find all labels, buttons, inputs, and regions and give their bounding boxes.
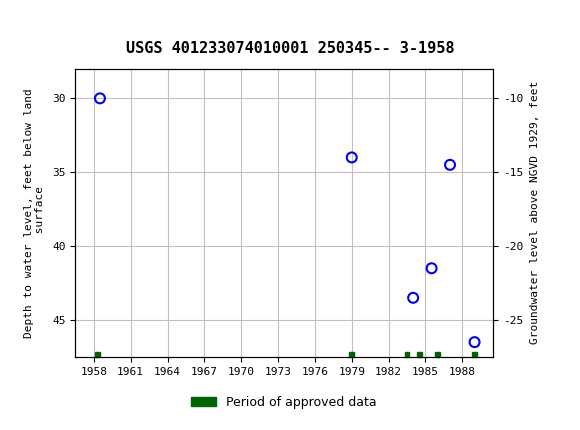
Point: [408, 295, 418, 301]
Point: [427, 265, 436, 272]
Text: ≡USGS: ≡USGS: [9, 16, 96, 36]
Bar: [417, 352, 422, 357]
Bar: [435, 352, 440, 357]
Bar: [95, 352, 100, 357]
Point: [95, 95, 104, 102]
Y-axis label: Groundwater level above NGVD 1929, feet: Groundwater level above NGVD 1929, feet: [530, 81, 540, 344]
Bar: [472, 352, 477, 357]
Y-axis label: Depth to water level, feet below land
 surface: Depth to water level, feet below land su…: [24, 88, 45, 338]
Point: [470, 339, 479, 346]
Bar: [405, 352, 409, 357]
Point: [445, 161, 455, 168]
Point: [347, 154, 356, 161]
Legend: Period of approved data: Period of approved data: [186, 391, 382, 414]
Text: USGS 401233074010001 250345-- 3-1958: USGS 401233074010001 250345-- 3-1958: [126, 41, 454, 56]
Bar: [349, 352, 354, 357]
